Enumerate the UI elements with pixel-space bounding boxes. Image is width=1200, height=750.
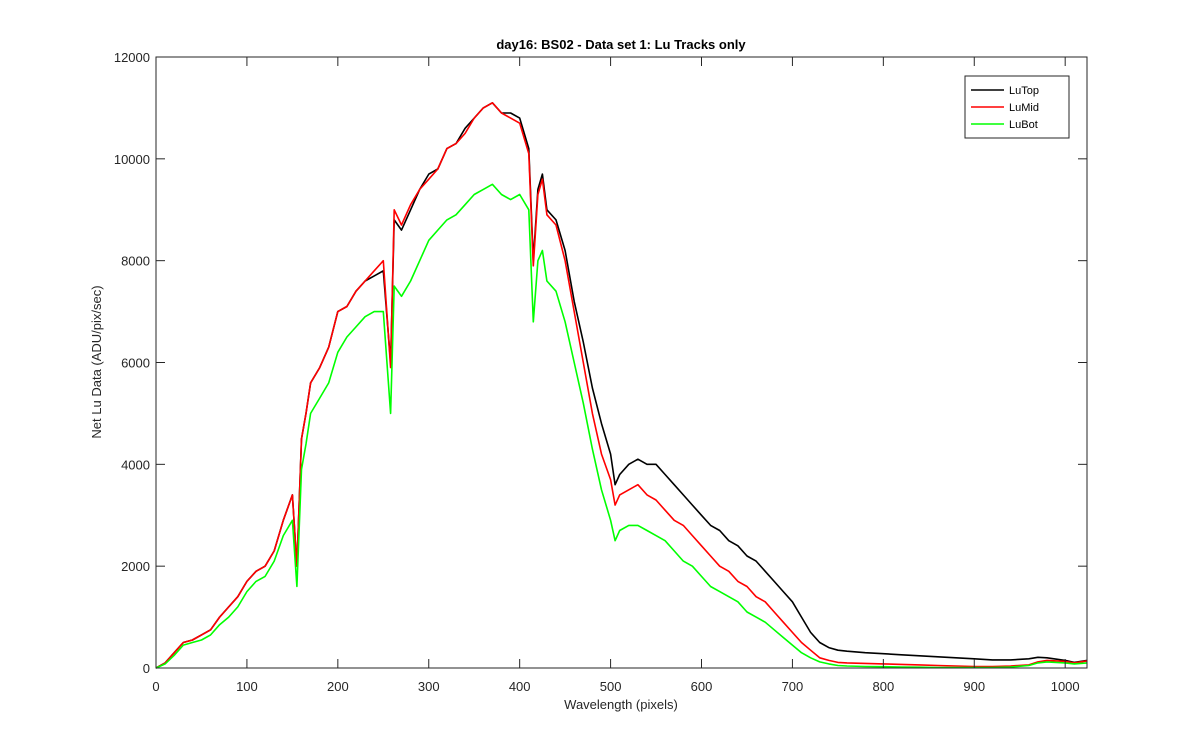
chart-title: day16: BS02 - Data set 1: Lu Tracks only	[496, 37, 746, 52]
series-line-lumid	[155, 102, 1088, 669]
legend-label-lumid: LuMid	[1009, 102, 1039, 114]
x-tick-label: 900	[963, 679, 985, 694]
x-tick-label: 200	[327, 679, 349, 694]
y-tick-label: 12000	[114, 50, 150, 65]
y-tick-label: 8000	[121, 254, 150, 269]
x-tick-label: 400	[509, 679, 531, 694]
x-tick-label: 0	[152, 679, 159, 694]
x-tick-label: 1000	[1051, 679, 1080, 694]
y-tick-label: 4000	[121, 457, 150, 472]
x-tick-label: 800	[872, 679, 894, 694]
x-axis-label: Wavelength (pixels)	[564, 697, 678, 712]
y-tick-label: 6000	[121, 356, 150, 371]
axis-layer: 0 100 200 300 400 500 600 700 800 900 100002000400…	[114, 50, 1088, 694]
y-tick-label: 2000	[121, 559, 150, 574]
x-tick-label: 300	[418, 679, 440, 694]
x-tick-label: 500	[600, 679, 622, 694]
plot-background	[156, 57, 1087, 668]
legend-label-lubot: LuBot	[1009, 119, 1038, 131]
x-tick-label: 600	[691, 679, 713, 694]
y-tick-label: 10000	[114, 152, 150, 167]
y-axis-label: Net Lu Data (ADU/pix/sec)	[89, 285, 104, 438]
legend-label-lutop: LuTop	[1009, 85, 1039, 97]
x-tick-label: 700	[782, 679, 804, 694]
series-line-lubot	[155, 183, 1088, 669]
series-layer	[155, 102, 1088, 669]
legend[interactable]: LuTop LuMid LuBot	[964, 75, 1070, 139]
y-tick-label: 0	[143, 661, 150, 676]
x-tick-label: 100	[236, 679, 258, 694]
